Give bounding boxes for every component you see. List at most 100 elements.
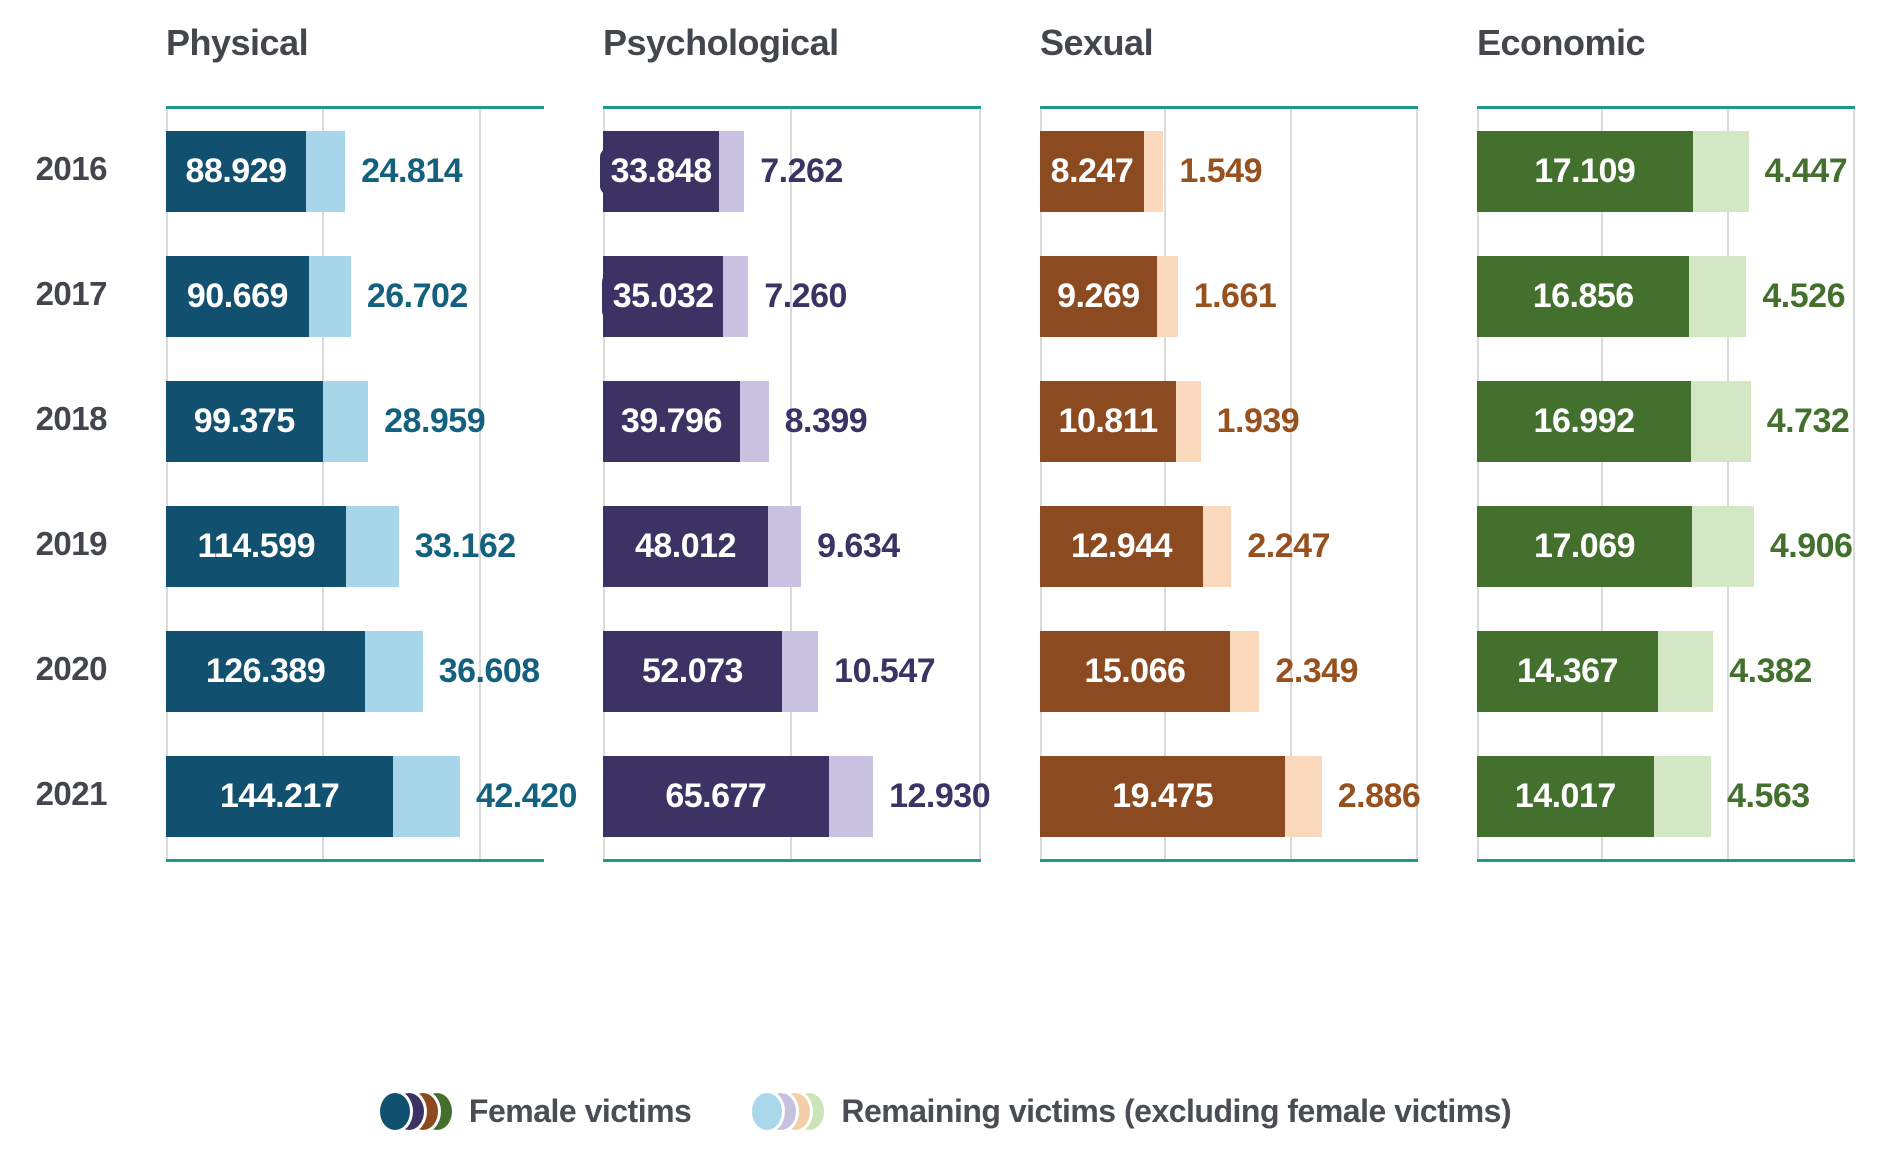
bar-row: 48.012 9.634: [603, 484, 981, 609]
bar-row: 39.796 8.399: [603, 359, 981, 484]
gridline: [1040, 109, 1042, 859]
female-value-label: 17.109: [1523, 148, 1647, 195]
bar-row: 33.848 7.262: [599, 109, 981, 234]
remaining-value-label: 7.260: [764, 277, 847, 315]
remaining-value-label: 2.886: [1337, 777, 1421, 815]
bar-segment-female: 9.269: [1040, 256, 1157, 337]
remaining-value-label: 28.959: [384, 402, 486, 440]
gridline: [1163, 109, 1166, 859]
gridline: [1600, 109, 1603, 859]
remaining-value-label: 42.420: [475, 777, 578, 815]
female-value-label: 17.069: [1523, 523, 1647, 570]
remaining-value-label: 33.162: [414, 527, 517, 565]
legend-item: Remaining victims (excluding female vict…: [749, 1090, 1512, 1133]
remaining-value-label: 4.382: [1729, 652, 1812, 690]
gridline: [1477, 109, 1479, 859]
bar-segment-remaining: [739, 381, 769, 462]
bar-segment-remaining: [723, 256, 749, 337]
year-label: 2021: [35, 774, 108, 812]
bar-row: 114.599 33.162: [166, 484, 544, 609]
female-value-label: 35.032: [601, 273, 725, 320]
bar-segment-female: 39.796: [603, 381, 740, 462]
remaining-value-label: 1.939: [1216, 402, 1300, 440]
legend-item: Female victims: [376, 1090, 692, 1133]
bar-row: 88.929 24.814: [166, 109, 544, 234]
bar-segment-female: 12.944: [1040, 506, 1204, 587]
female-value-label: 14.367: [1506, 648, 1629, 695]
bar-segment-female: 19.475: [1040, 756, 1286, 837]
bar-row: 17.109 4.447: [1477, 109, 1855, 234]
bar-segment-remaining: [306, 131, 346, 212]
female-value-label: 33.848: [599, 148, 723, 195]
bar-segment-remaining: [1689, 256, 1747, 337]
bar-row: 65.677 12.930: [603, 734, 991, 859]
bar-segment-remaining: [322, 381, 369, 462]
bar-segment-remaining: [1203, 506, 1232, 587]
bar-segment-female: 88.929: [166, 131, 307, 212]
bar-segment-remaining: [828, 756, 874, 837]
bar-segment-female: 10.811: [1040, 381, 1177, 462]
remaining-value-label: 36.608: [438, 652, 541, 690]
bar-segment-remaining: [308, 256, 351, 337]
bar-segment-remaining: [1285, 756, 1322, 837]
bar-segment-female: 8.247: [1039, 131, 1145, 212]
remaining-value-label: 4.732: [1766, 402, 1850, 440]
bar-row: 52.073 10.547: [603, 609, 981, 734]
year-label: 2016: [35, 149, 108, 187]
gridline: [1416, 109, 1418, 859]
bar-row: 35.032 7.260: [601, 234, 981, 359]
bar-segment-female: 14.017: [1477, 756, 1654, 837]
bar-row: 16.856 4.526: [1477, 234, 1855, 359]
gridline: [603, 109, 605, 859]
female-value-label: 65.677: [654, 773, 778, 820]
female-value-label: 88.929: [174, 148, 298, 195]
legend-swatch-circle-icon: [376, 1090, 413, 1133]
bar-segment-female: 126.389: [166, 631, 366, 712]
bar-segment-remaining: [1143, 131, 1164, 212]
female-value-label: 90.669: [175, 273, 299, 320]
panel-title: Economic: [1477, 22, 1646, 63]
bar-row: 9.269 1.661: [1040, 234, 1418, 359]
bar-segment-remaining: [1653, 756, 1712, 837]
remaining-value-label: 26.702: [366, 277, 469, 315]
female-value-label: 16.992: [1522, 398, 1646, 445]
bar-row: 126.389 36.608: [166, 609, 544, 734]
remaining-value-label: 2.349: [1275, 652, 1359, 690]
bar-segment-remaining: [1691, 381, 1751, 462]
bar-segment-remaining: [1658, 631, 1714, 712]
bar-segment-remaining: [1156, 256, 1178, 337]
bar-row: 15.066 2.349: [1040, 609, 1418, 734]
female-value-label: 99.375: [182, 398, 306, 445]
remaining-value-label: 4.906: [1769, 527, 1853, 565]
bar-row: 144.217 42.420: [166, 734, 577, 859]
bar-segment-female: 16.992: [1477, 381, 1692, 462]
bar-segment-remaining: [767, 506, 802, 587]
remaining-value-label: 7.262: [760, 152, 843, 190]
panel-economic: Economic 17.109 4.447 16.856 4.526 16.992 4.73…: [1477, 22, 1855, 862]
year-label: 2018: [35, 399, 108, 437]
legend-label: Female victims: [468, 1093, 692, 1129]
bar-segment-remaining: [393, 756, 460, 837]
gridline: [321, 109, 324, 859]
female-value-label: 114.599: [186, 523, 326, 570]
bar-row: 10.811 1.939: [1040, 359, 1418, 484]
chart-grid: 2016 2017 2018 2019 2020 2021 Physical 88.929 24…: [35, 22, 1855, 862]
panel-plot-area: 8.247 1.549 9.269 1.661 10.811 1.939 12.944 2.2…: [1039, 106, 1421, 862]
gridline: [1289, 109, 1292, 859]
bar-segment-female: 35.032: [601, 256, 725, 337]
female-value-label: 48.012: [623, 523, 747, 570]
year-label: 2017: [35, 274, 108, 312]
female-value-label: 39.796: [609, 398, 733, 445]
bar-segment-remaining: [719, 131, 745, 212]
remaining-value-label: 1.661: [1193, 277, 1277, 315]
bar-row: 14.367 4.382: [1477, 609, 1855, 734]
bar-segment-female: 17.069: [1477, 506, 1693, 587]
bar-segment-female: 16.856: [1477, 256, 1690, 337]
bar-row: 90.669 26.702: [166, 234, 544, 359]
panel-plot-area: 88.929 24.814 90.669 26.702 99.375 28.959 114.…: [166, 106, 577, 862]
female-value-label: 15.066: [1073, 648, 1197, 695]
remaining-value-label: 2.247: [1247, 527, 1330, 565]
panel-plot-area: 33.848 7.262 35.032 7.260 39.796 8.399 48.012 9…: [599, 106, 991, 862]
bar-row: 14.017 4.563: [1477, 734, 1855, 859]
